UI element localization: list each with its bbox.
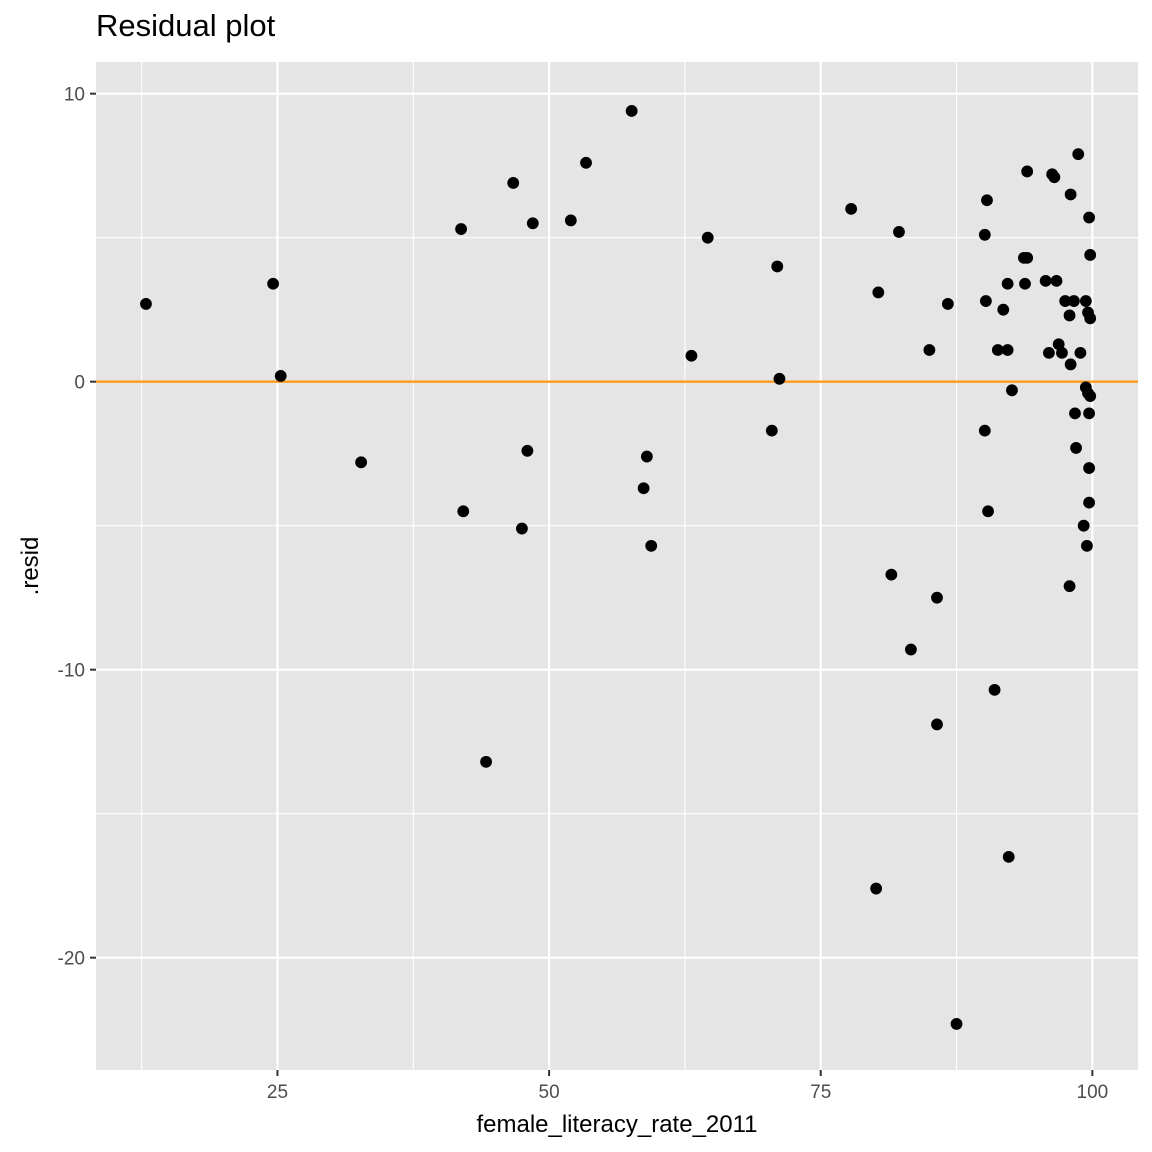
data-point bbox=[1043, 346, 1055, 359]
data-point bbox=[1079, 295, 1092, 307]
data-point bbox=[1064, 188, 1077, 201]
data-point bbox=[872, 286, 885, 299]
data-point bbox=[455, 223, 467, 235]
y-tick-label: 10 bbox=[64, 85, 85, 106]
data-point bbox=[950, 1018, 963, 1030]
chart-title: Residual plot bbox=[96, 8, 276, 43]
data-point bbox=[1083, 211, 1096, 224]
data-point bbox=[1070, 442, 1082, 454]
data-point bbox=[771, 260, 784, 273]
data-point bbox=[526, 217, 539, 230]
data-point bbox=[1081, 539, 1093, 552]
data-point bbox=[765, 424, 778, 437]
data-point bbox=[1069, 407, 1081, 420]
data-points bbox=[140, 105, 1097, 1030]
data-point bbox=[564, 214, 577, 227]
data-point bbox=[1039, 274, 1052, 287]
y-axis-title: .resid bbox=[17, 537, 44, 596]
data-point bbox=[1084, 390, 1097, 402]
data-point bbox=[905, 643, 917, 656]
x-tick-label: 25 bbox=[267, 1082, 288, 1103]
y-tick-label: -20 bbox=[58, 949, 85, 970]
data-point bbox=[1067, 295, 1080, 307]
y-axis-ticks: 10 0 -10 -20 bbox=[58, 85, 96, 970]
data-point bbox=[1083, 407, 1096, 420]
data-point bbox=[941, 298, 954, 310]
data-point bbox=[1001, 277, 1014, 290]
data-point bbox=[1019, 277, 1031, 290]
data-point bbox=[978, 424, 991, 437]
data-point bbox=[1063, 309, 1076, 322]
data-point bbox=[640, 450, 653, 463]
data-point bbox=[457, 505, 470, 518]
data-point bbox=[1074, 346, 1087, 359]
data-point bbox=[982, 505, 994, 518]
data-point bbox=[979, 295, 992, 307]
data-point bbox=[701, 231, 714, 244]
data-point bbox=[1002, 850, 1015, 863]
data-point bbox=[267, 277, 280, 290]
data-point bbox=[845, 202, 858, 215]
data-point bbox=[1063, 580, 1076, 593]
data-point bbox=[1021, 165, 1034, 178]
data-point bbox=[1084, 312, 1097, 325]
data-point bbox=[355, 456, 368, 469]
x-tick-label: 50 bbox=[539, 1082, 560, 1103]
data-point bbox=[1072, 148, 1085, 161]
data-point bbox=[1077, 519, 1090, 532]
data-point bbox=[1084, 249, 1097, 261]
minor-gridlines bbox=[96, 62, 1138, 1070]
data-point bbox=[507, 177, 520, 189]
data-point bbox=[893, 226, 905, 238]
data-point bbox=[580, 156, 592, 169]
data-point bbox=[1021, 251, 1034, 264]
data-point bbox=[645, 539, 658, 552]
y-tick-label: -10 bbox=[58, 661, 85, 682]
data-point bbox=[1083, 462, 1096, 474]
x-axis-title: female_literacy_rate_2011 bbox=[476, 1111, 757, 1138]
data-point bbox=[885, 568, 898, 581]
data-point bbox=[1001, 344, 1014, 356]
data-point bbox=[637, 482, 650, 495]
data-point bbox=[1050, 274, 1063, 287]
plot-panel bbox=[96, 62, 1138, 1070]
data-point bbox=[1006, 384, 1018, 397]
data-point bbox=[923, 344, 936, 356]
x-tick-label: 75 bbox=[810, 1082, 831, 1103]
data-point bbox=[988, 683, 1001, 696]
data-point bbox=[1048, 171, 1061, 184]
data-point bbox=[978, 228, 991, 241]
major-gridlines bbox=[96, 62, 1138, 1070]
data-point bbox=[140, 298, 152, 310]
data-point bbox=[991, 344, 1004, 356]
data-point bbox=[1056, 346, 1068, 359]
data-point bbox=[274, 370, 287, 382]
y-tick-label: 0 bbox=[74, 373, 85, 394]
data-point bbox=[997, 303, 1010, 316]
data-point bbox=[870, 882, 883, 895]
x-tick-label: 100 bbox=[1077, 1082, 1109, 1103]
data-point bbox=[685, 349, 698, 362]
data-point bbox=[516, 522, 528, 535]
data-point bbox=[773, 372, 786, 385]
data-point bbox=[480, 755, 492, 768]
data-point bbox=[1064, 358, 1077, 371]
data-point bbox=[521, 444, 534, 457]
data-point bbox=[981, 194, 993, 207]
x-axis-ticks: 25 50 75 100 bbox=[267, 1070, 1108, 1103]
data-point bbox=[1059, 295, 1072, 307]
data-point bbox=[931, 718, 943, 731]
data-point bbox=[931, 591, 943, 604]
data-point bbox=[625, 105, 638, 117]
data-point bbox=[1083, 496, 1096, 509]
